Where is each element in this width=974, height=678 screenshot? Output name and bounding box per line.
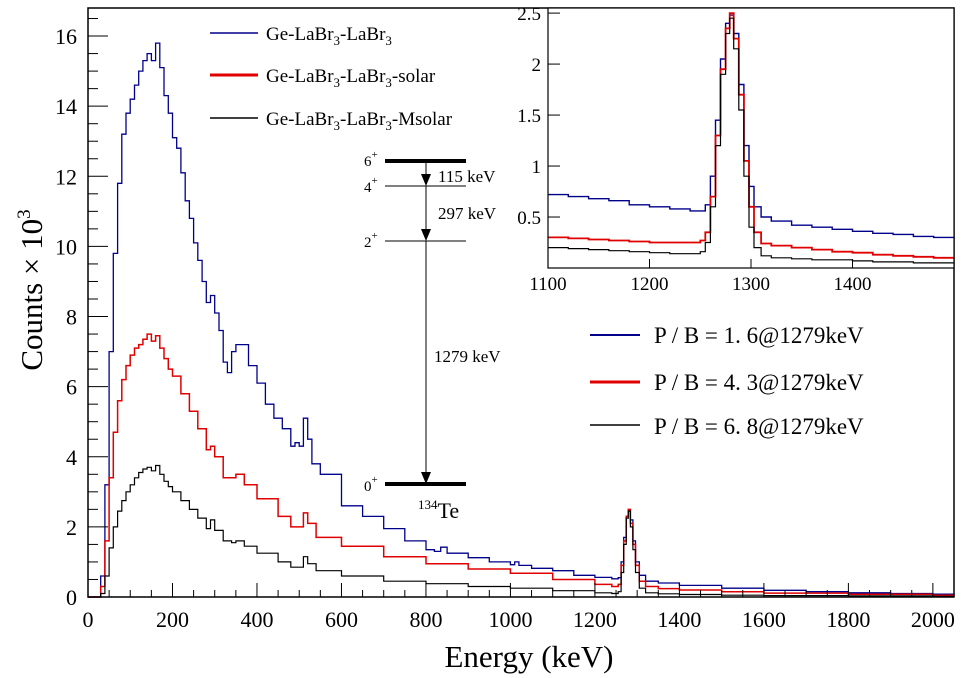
level-scheme: 6+ 4+ 2+ 0+ 115 keV 297 keV 1279 keV 134… (364, 149, 501, 523)
transition-115-arrowhead (421, 174, 431, 186)
y-axis-title: Counts × 103 (14, 209, 49, 370)
inset-x-tick-label-0: 1100 (529, 274, 566, 295)
main-plot-frame (87, 7, 955, 598)
x-tick-label-5: 1000 (488, 607, 532, 632)
y-tick-label-8: 16 (55, 24, 77, 49)
pb-label-1: P / B = 4. 3@1279keV (654, 370, 864, 395)
inset-x-tick-label-1: 1200 (631, 274, 669, 295)
inset-background (548, 8, 954, 268)
y-tick-label-1: 2 (66, 515, 77, 540)
inset-series-line-2 (548, 17, 954, 264)
transition-297-label: 297 keV (438, 204, 497, 223)
transition-297-arrowhead (421, 229, 431, 241)
inset-y-tick-label-3: 2 (532, 55, 542, 76)
x-tick-label-7: 1400 (657, 607, 701, 632)
transition-1279-arrowhead (421, 472, 431, 484)
inset-y-tick-label-4: 2.5 (517, 4, 541, 25)
pb-label-0: P / B = 1. 6@1279keV (654, 323, 864, 348)
y-tick-label-6: 12 (55, 164, 77, 189)
pb-legend: P / B = 1. 6@1279keV P / B = 4. 3@1279ke… (590, 323, 864, 439)
inset-y-tick-label-1: 1 (532, 157, 542, 178)
x-tick-label-3: 600 (325, 607, 358, 632)
legend-label-2: Ge-LaBr3-LaBr3-Msolar (266, 109, 453, 133)
nucleus-label: 134Te (418, 497, 459, 523)
y-axis-title-exponent: 3 (14, 209, 35, 219)
y-tick-label-7: 14 (55, 94, 77, 119)
series-line-2 (88, 464, 954, 598)
x-tick-label-0: 0 (83, 607, 94, 632)
x-tick-label-4: 800 (409, 607, 442, 632)
inset-series-line-0 (548, 14, 955, 239)
legend: Ge-LaBr3-LaBr3 Ge-LaBr3-LaBr3-solar Ge-L… (210, 24, 453, 133)
legend-label-1: Ge-LaBr3-LaBr3-solar (266, 66, 436, 90)
main-ticks (87, 18, 955, 598)
y-axis-title-main: Counts × 10 (14, 219, 49, 371)
y-tick-label-5: 10 (55, 234, 77, 259)
main-series-group (88, 42, 955, 598)
pb-label-2: P / B = 6. 8@1279keV (654, 414, 864, 439)
y-tick-label-2: 4 (66, 445, 77, 470)
inset-y-tick-label-2: 1.5 (517, 106, 541, 127)
y-tick-label-0: 0 (66, 585, 77, 610)
x-tick-label-6: 1200 (573, 607, 617, 632)
inset-series-line-1 (548, 12, 954, 259)
y-tick-label-3: 6 (66, 375, 77, 400)
inset-series-group (548, 12, 955, 264)
inset-tick-labels: 1100 1200 1300 1400 0.5 1 1.5 2 2.5 (517, 4, 871, 295)
inset-x-tick-label-3: 1400 (834, 274, 872, 295)
legend-label-0: Ge-LaBr3-LaBr3 (266, 24, 392, 48)
transition-1279-label: 1279 keV (434, 347, 501, 366)
x-tick-label-2: 400 (240, 607, 273, 632)
main-tick-labels: 0 200 400 600 800 1000 1200 1400 1600 1800 2000 0 2 4… (55, 24, 955, 632)
level-0-label: 0+ (364, 474, 378, 495)
inset-ticks (547, 12, 853, 268)
x-tick-label-9: 1800 (826, 607, 870, 632)
x-tick-label-1: 200 (156, 607, 189, 632)
level-6-label: 6+ (364, 149, 378, 170)
x-axis-title: Energy (keV) (444, 639, 613, 674)
inset-x-tick-label-2: 1300 (732, 274, 770, 295)
y-tick-label-4: 8 (66, 305, 77, 330)
inset-y-tick-label-0: 0.5 (517, 208, 541, 229)
level-2-label: 2+ (364, 230, 378, 251)
x-tick-label-8: 1600 (742, 607, 786, 632)
level-4-label: 4+ (364, 175, 378, 196)
transition-115-label: 115 keV (438, 167, 496, 186)
x-tick-label-10: 2000 (911, 607, 955, 632)
